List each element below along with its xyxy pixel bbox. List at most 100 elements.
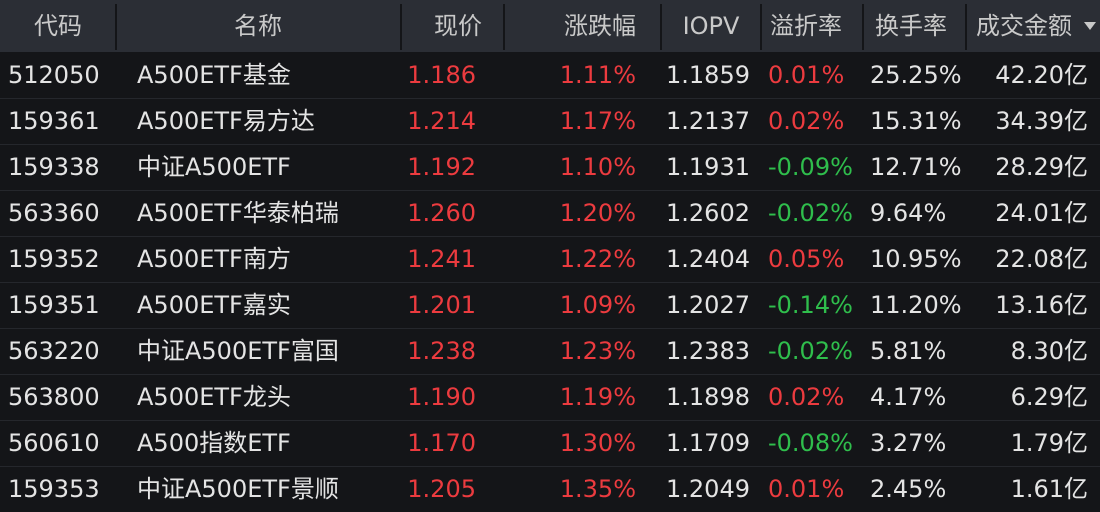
- table-cell[interactable]: 563220: [8, 337, 100, 365]
- table-cell: 1.190: [407, 383, 476, 411]
- table-cell: 1.10%: [559, 153, 636, 181]
- table-cell: 1.09%: [559, 291, 636, 319]
- table-cell: 1.2027: [666, 291, 750, 319]
- table-cell[interactable]: 563800: [8, 383, 100, 411]
- table-cell: 1.20%: [559, 199, 636, 227]
- table-cell[interactable]: A500ETF龙头: [137, 383, 291, 411]
- table-cell: 1.205: [407, 475, 476, 503]
- table-cell: 22.08亿: [995, 245, 1088, 273]
- table-cell: 1.192: [407, 153, 476, 181]
- row-divider: [0, 282, 1100, 283]
- table-cell[interactable]: 中证A500ETF富国: [137, 337, 339, 365]
- table-cell[interactable]: A500ETF华泰柏瑞: [137, 199, 339, 227]
- table-cell: 4.17%: [870, 383, 947, 411]
- table-cell: 24.01亿: [995, 199, 1088, 227]
- row-divider: [0, 236, 1100, 237]
- table-cell: 5.81%: [870, 337, 947, 365]
- table-cell[interactable]: 159353: [8, 475, 100, 503]
- table-cell[interactable]: 159338: [8, 153, 100, 181]
- column-header[interactable]: 涨跌幅: [564, 12, 636, 40]
- table-cell: 1.238: [407, 337, 476, 365]
- table-cell: 2.45%: [870, 475, 947, 503]
- table-cell: 1.35%: [559, 475, 636, 503]
- table-cell: 0.01%: [768, 475, 845, 503]
- table-cell: 1.11%: [559, 61, 636, 89]
- table-cell[interactable]: A500指数ETF: [137, 429, 291, 457]
- table-cell[interactable]: 563360: [8, 199, 100, 227]
- table-cell: 1.1898: [666, 383, 750, 411]
- table-cell: 15.31%: [870, 107, 962, 135]
- header-separator: [862, 4, 864, 50]
- table-cell: 1.22%: [559, 245, 636, 273]
- column-header[interactable]: 溢折率: [770, 12, 842, 40]
- table-cell: 3.27%: [870, 429, 947, 457]
- row-divider: [0, 144, 1100, 145]
- table-cell: 1.61亿: [1010, 475, 1088, 503]
- table-cell: 1.2602: [666, 199, 750, 227]
- table-cell[interactable]: 560610: [8, 429, 100, 457]
- table-cell: 0.02%: [768, 383, 845, 411]
- table-cell[interactable]: 159351: [8, 291, 100, 319]
- row-divider: [0, 374, 1100, 375]
- row-divider: [0, 98, 1100, 99]
- table-cell: 1.1931: [666, 153, 750, 181]
- table-cell: 8.30亿: [1010, 337, 1088, 365]
- header-separator: [115, 4, 117, 50]
- table-cell: 11.20%: [870, 291, 962, 319]
- table-cell: 42.20亿: [995, 61, 1088, 89]
- table-cell: 1.1709: [666, 429, 750, 457]
- table-cell: 6.29亿: [1010, 383, 1088, 411]
- column-header[interactable]: 换手率: [875, 12, 947, 40]
- column-header[interactable]: 现价: [434, 12, 482, 40]
- table-cell: 0.02%: [768, 107, 845, 135]
- table-cell: -0.02%: [768, 199, 853, 227]
- table-cell: 1.241: [407, 245, 476, 273]
- header-separator: [660, 4, 662, 50]
- table-cell: 1.30%: [559, 429, 636, 457]
- column-header[interactable]: 代码: [34, 12, 82, 40]
- table-cell: 1.2383: [666, 337, 750, 365]
- table-cell: 28.29亿: [995, 153, 1088, 181]
- table-cell: -0.14%: [768, 291, 853, 319]
- table-cell: -0.08%: [768, 429, 853, 457]
- table-cell[interactable]: 中证A500ETF: [137, 153, 291, 181]
- table-cell[interactable]: 512050: [8, 61, 100, 89]
- table-cell: -0.02%: [768, 337, 853, 365]
- table-cell[interactable]: 159352: [8, 245, 100, 273]
- header-separator: [965, 4, 967, 50]
- table-cell: 1.214: [407, 107, 476, 135]
- header-separator: [503, 4, 505, 50]
- table-cell: 9.64%: [870, 199, 947, 227]
- table-cell: 1.2137: [666, 107, 750, 135]
- sort-arrow[interactable]: [1084, 22, 1096, 30]
- column-header[interactable]: 名称: [234, 12, 282, 40]
- table-cell: 1.201: [407, 291, 476, 319]
- table-cell: 1.186: [407, 61, 476, 89]
- table-cell: 25.25%: [870, 61, 962, 89]
- table-cell[interactable]: 159361: [8, 107, 100, 135]
- table-cell[interactable]: A500ETF南方: [137, 245, 291, 273]
- table-cell[interactable]: A500ETF易方达: [137, 107, 315, 135]
- table-cell: 12.71%: [870, 153, 962, 181]
- table-cell[interactable]: A500ETF基金: [137, 61, 291, 89]
- column-header[interactable]: 成交金额: [976, 12, 1072, 40]
- column-header[interactable]: IOPV: [682, 12, 740, 40]
- table-cell: 1.1859: [666, 61, 750, 89]
- table-cell: 1.17%: [559, 107, 636, 135]
- header-separator: [400, 4, 402, 50]
- row-divider: [0, 328, 1100, 329]
- header-bar: [0, 0, 1100, 52]
- table-cell[interactable]: A500ETF嘉实: [137, 291, 291, 319]
- table-cell[interactable]: 中证A500ETF景顺: [137, 475, 339, 503]
- table-cell: 0.05%: [768, 245, 845, 273]
- table-cell: -0.09%: [768, 153, 853, 181]
- table-cell: 1.23%: [559, 337, 636, 365]
- header-separator: [760, 4, 762, 50]
- table-cell: 1.19%: [559, 383, 636, 411]
- row-divider: [0, 190, 1100, 191]
- row-divider: [0, 466, 1100, 467]
- table-cell: 10.95%: [870, 245, 962, 273]
- row-divider: [0, 420, 1100, 421]
- table-cell: 1.170: [407, 429, 476, 457]
- table-cell: 1.2404: [666, 245, 750, 273]
